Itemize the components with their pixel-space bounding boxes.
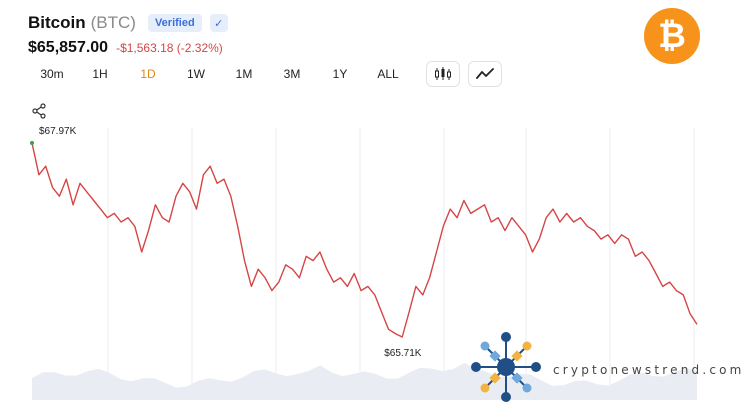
timeframe-1m[interactable]: 1M [235,67,253,81]
title-row: Bitcoin (BTC) Verified ✓ [28,12,228,34]
timeframe-1d[interactable]: 1D [140,67,156,81]
current-price: $65,857.00 [28,39,109,56]
candlestick-icon [435,67,451,80]
price-row: $65,857.00 -$1,563.18 (-2.32%) [28,39,228,57]
verified-badge: Verified [147,14,202,32]
watermark-text: cryptonewstrend.com [553,363,745,377]
timeframe-selector: 30m 1H 1D 1W 1M 3M 1Y ALL [28,60,502,88]
line-chart-button[interactable] [468,61,502,87]
watermark-logo-icon [471,332,541,402]
timeframe-30m[interactable]: 30m [40,67,64,81]
coin-header: Bitcoin (BTC) Verified ✓ $65,857.00 -$1,… [28,12,228,57]
low-label: $65.71K [384,348,422,359]
coin-name: Bitcoin [28,13,86,32]
timeframe-3m[interactable]: 3M [283,67,301,81]
share-icon [32,103,46,119]
candlestick-chart-button[interactable] [426,61,460,87]
bitcoin-logo-icon: ₿ [644,8,700,64]
coin-ticker: (BTC) [90,13,136,32]
price-line [31,142,698,338]
line-chart-icon [476,68,494,79]
high-label: $67.97K [39,126,77,137]
timeframe-all[interactable]: ALL [377,67,399,81]
chart-grid [107,128,695,400]
price-change: -$1,563.18 (-2.32%) [116,41,223,55]
volume-area [32,363,697,400]
verified-check-icon: ✓ [209,14,228,32]
timeframe-1w[interactable]: 1W [187,67,205,81]
high-marker [30,141,34,145]
timeframe-1y[interactable]: 1Y [332,67,348,81]
timeframe-1h[interactable]: 1H [92,67,108,81]
share-button[interactable] [31,103,47,124]
